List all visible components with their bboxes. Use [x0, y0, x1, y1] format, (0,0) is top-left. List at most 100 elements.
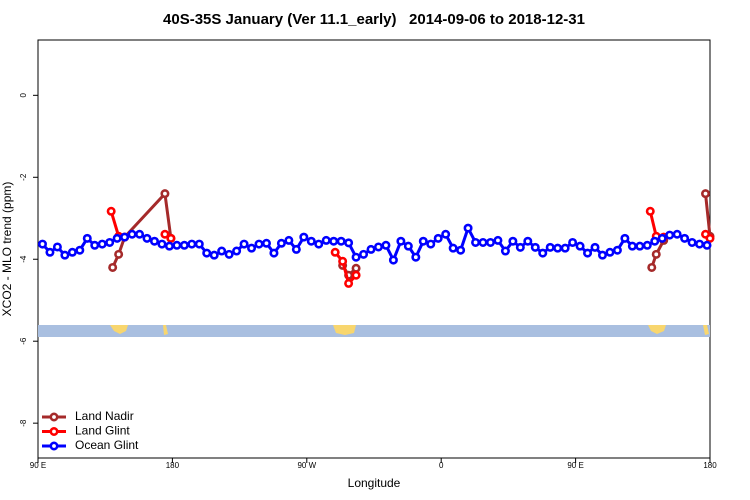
point [164, 241, 174, 251]
point [493, 235, 503, 245]
point [314, 239, 324, 249]
point [657, 233, 667, 243]
point [172, 240, 182, 250]
land [333, 325, 356, 335]
point [448, 243, 458, 253]
point [396, 236, 406, 246]
point [485, 237, 495, 247]
point [97, 239, 107, 249]
point [568, 237, 578, 247]
point [701, 189, 711, 199]
x-tick-label: 180 [166, 461, 180, 470]
point [239, 239, 249, 249]
x-tick-label: 0 [439, 461, 444, 470]
point [247, 243, 257, 253]
point [149, 236, 159, 246]
point [433, 233, 443, 243]
point [67, 247, 77, 257]
point [705, 233, 715, 243]
point [108, 262, 118, 272]
point [695, 239, 705, 249]
point [194, 239, 204, 249]
map-strip [38, 325, 710, 337]
land [110, 325, 128, 334]
point [135, 229, 145, 239]
point [321, 235, 331, 245]
point [500, 246, 510, 256]
point [366, 244, 376, 254]
point [612, 245, 622, 255]
point [456, 245, 466, 255]
point [202, 248, 212, 258]
point [359, 249, 369, 259]
point [351, 252, 361, 262]
point [650, 236, 660, 246]
point [329, 236, 339, 246]
point [37, 239, 47, 249]
legend-swatch-point [49, 441, 59, 451]
chart-title: 40S-35S January (Ver 11.1_early) 2014-09… [163, 11, 585, 28]
point [284, 235, 294, 245]
point [276, 238, 286, 248]
point [209, 250, 219, 260]
point [142, 233, 152, 243]
x-tick-label: 180 [703, 461, 717, 470]
point [680, 233, 690, 243]
x-tick-label: 90 W [297, 461, 316, 470]
point [157, 239, 167, 249]
ocean-strip [38, 325, 710, 337]
point [45, 247, 55, 257]
point [224, 249, 234, 259]
y-tick-label: 0 [19, 93, 28, 98]
x-axis-label: Longitude [348, 476, 401, 490]
point [635, 241, 645, 251]
point [232, 246, 242, 256]
point [336, 236, 346, 246]
point [687, 237, 697, 247]
point [560, 243, 570, 253]
point [75, 245, 85, 255]
point [441, 229, 451, 239]
land [163, 325, 168, 335]
point [90, 240, 100, 250]
point [645, 206, 655, 216]
point [583, 248, 593, 258]
point [702, 240, 712, 250]
point [647, 262, 657, 272]
point [114, 249, 124, 259]
point [627, 241, 637, 251]
point [330, 247, 340, 257]
point [463, 223, 473, 233]
land [648, 325, 666, 334]
point [538, 248, 548, 258]
point [351, 270, 361, 280]
legend-swatch-point [49, 412, 59, 422]
point [166, 233, 176, 243]
point [105, 237, 115, 247]
land [703, 325, 709, 335]
point [515, 242, 525, 252]
point [344, 238, 354, 248]
point [269, 248, 279, 258]
point [418, 236, 428, 246]
point [575, 241, 585, 251]
legend-label: Land Glint [75, 424, 130, 438]
point [120, 232, 130, 242]
legend-swatch-point [49, 426, 59, 436]
point [471, 237, 481, 247]
point [127, 229, 137, 239]
point [478, 237, 488, 247]
x-tick-label: 90 E [567, 461, 583, 470]
point [553, 243, 563, 253]
legend-label: Land Nadir [75, 409, 134, 423]
point [381, 240, 391, 250]
point [523, 236, 533, 246]
point [160, 189, 170, 199]
point [338, 256, 348, 266]
point [530, 242, 540, 252]
point [344, 278, 354, 288]
point [403, 241, 413, 251]
point [373, 242, 383, 252]
y-tick-label: -2 [19, 173, 28, 181]
point [291, 244, 301, 254]
